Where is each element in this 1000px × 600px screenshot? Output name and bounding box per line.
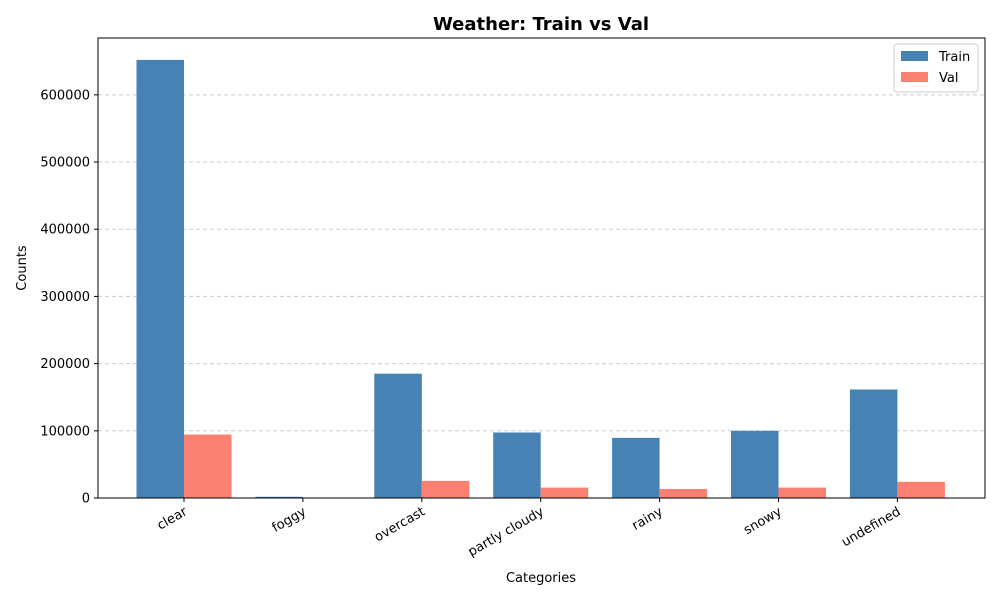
x-axis-ticks: clear foggy overcast partly cloudy rainy snow… bbox=[155, 498, 903, 560]
bar-train-foggy bbox=[255, 496, 303, 498]
bar-train-clear bbox=[136, 59, 184, 499]
x-tick-label: clear bbox=[155, 504, 191, 533]
bar-train-rainy bbox=[612, 437, 660, 498]
bar-train-snowy bbox=[731, 430, 779, 498]
bar-val-snowy bbox=[778, 487, 826, 498]
bar-val-overcast bbox=[421, 480, 470, 498]
x-tick-label: partly cloudy bbox=[466, 504, 547, 560]
y-axis-ticks: 0 100000 200000 300000 400000 500000 600000 bbox=[40, 88, 98, 507]
y-tick-label: 300000 bbox=[40, 290, 90, 305]
bar-train-partly-cloudy bbox=[493, 432, 541, 498]
x-tick-label: undefined bbox=[839, 504, 903, 550]
bar-val-rainy bbox=[659, 488, 708, 498]
bar-train-undefined bbox=[849, 389, 898, 498]
plot-area-frame bbox=[97, 37, 986, 499]
x-tick-label: foggy bbox=[270, 504, 310, 536]
bar-train-overcast bbox=[374, 373, 422, 498]
y-tick-label: 400000 bbox=[40, 223, 90, 238]
grid-lines bbox=[98, 94, 985, 432]
legend-label-train: Train bbox=[938, 50, 970, 65]
legend-swatch-val bbox=[901, 72, 928, 82]
y-tick-label: 600000 bbox=[40, 88, 90, 103]
y-tick-label: 200000 bbox=[40, 357, 90, 372]
bars-group bbox=[136, 59, 945, 499]
x-tick-label: snowy bbox=[741, 504, 785, 538]
bar-val-undefined bbox=[897, 481, 945, 498]
x-tick-label: overcast bbox=[372, 504, 428, 545]
y-tick-label: 0 bbox=[82, 492, 90, 507]
bar-val-clear bbox=[184, 434, 232, 498]
x-axis-label: Categories bbox=[506, 571, 576, 586]
y-axis-label: Counts bbox=[15, 245, 30, 291]
x-tick-label: rainy bbox=[630, 504, 666, 534]
legend: Train Val bbox=[893, 43, 979, 93]
chart-title: Weather: Train vs Val bbox=[433, 14, 649, 35]
bar-val-partly-cloudy bbox=[540, 487, 589, 498]
legend-swatch-train bbox=[901, 51, 928, 61]
legend-label-val: Val bbox=[939, 71, 958, 86]
y-tick-label: 500000 bbox=[40, 156, 90, 171]
y-tick-label: 100000 bbox=[40, 424, 90, 439]
